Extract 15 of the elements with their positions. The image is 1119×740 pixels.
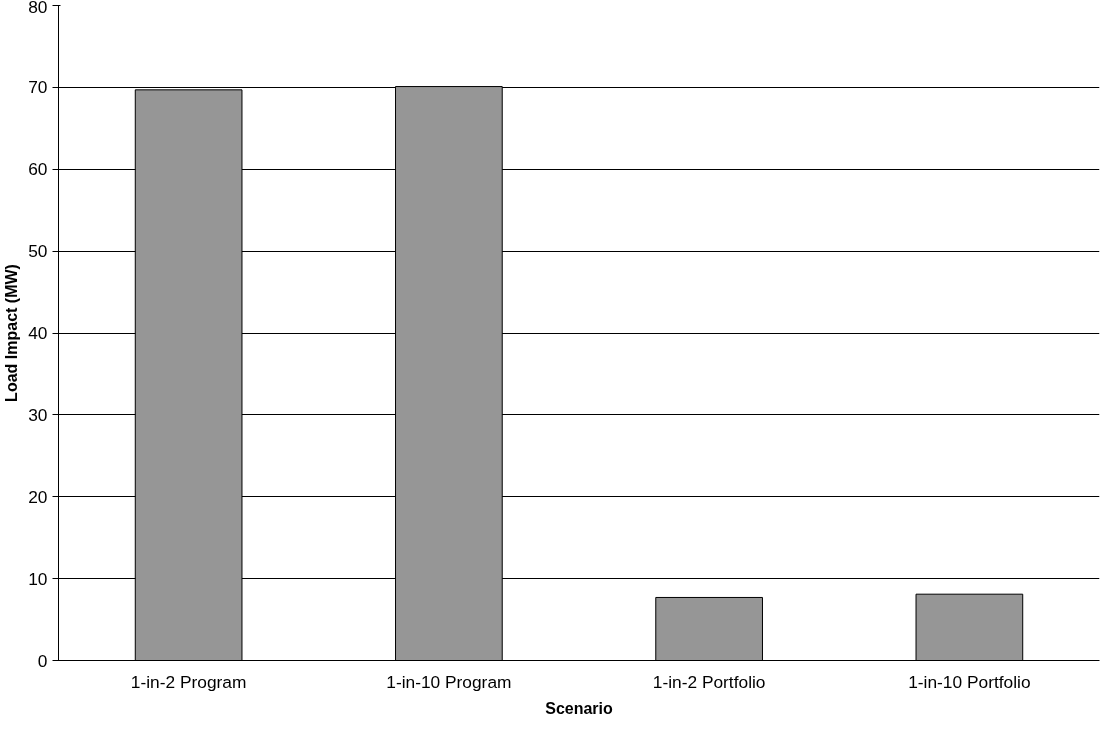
y-tick-label: 10 bbox=[28, 568, 48, 589]
y-tick-label: 70 bbox=[28, 77, 48, 98]
y-tick-label: 80 bbox=[28, 0, 48, 17]
x-tick-label: 1-in-10 Program bbox=[386, 671, 512, 692]
y-tick-label: 30 bbox=[28, 404, 48, 425]
y-tick-label: 0 bbox=[37, 650, 48, 671]
y-tick-label: 40 bbox=[28, 323, 48, 343]
y-tick-label: 20 bbox=[28, 486, 48, 507]
y-axis-title: Load Impact (MW) bbox=[3, 264, 21, 402]
x-tick-label: 1-in-10 Portfolio bbox=[908, 671, 1031, 692]
x-tick-label: 1-in-2 Program bbox=[130, 671, 247, 692]
x-tick-label: 1-in-2 Portfolio bbox=[652, 671, 766, 692]
x-axis-title: Scenario bbox=[545, 699, 614, 717]
y-tick-label: 50 bbox=[28, 241, 48, 262]
y-tick-label: 60 bbox=[28, 159, 48, 180]
